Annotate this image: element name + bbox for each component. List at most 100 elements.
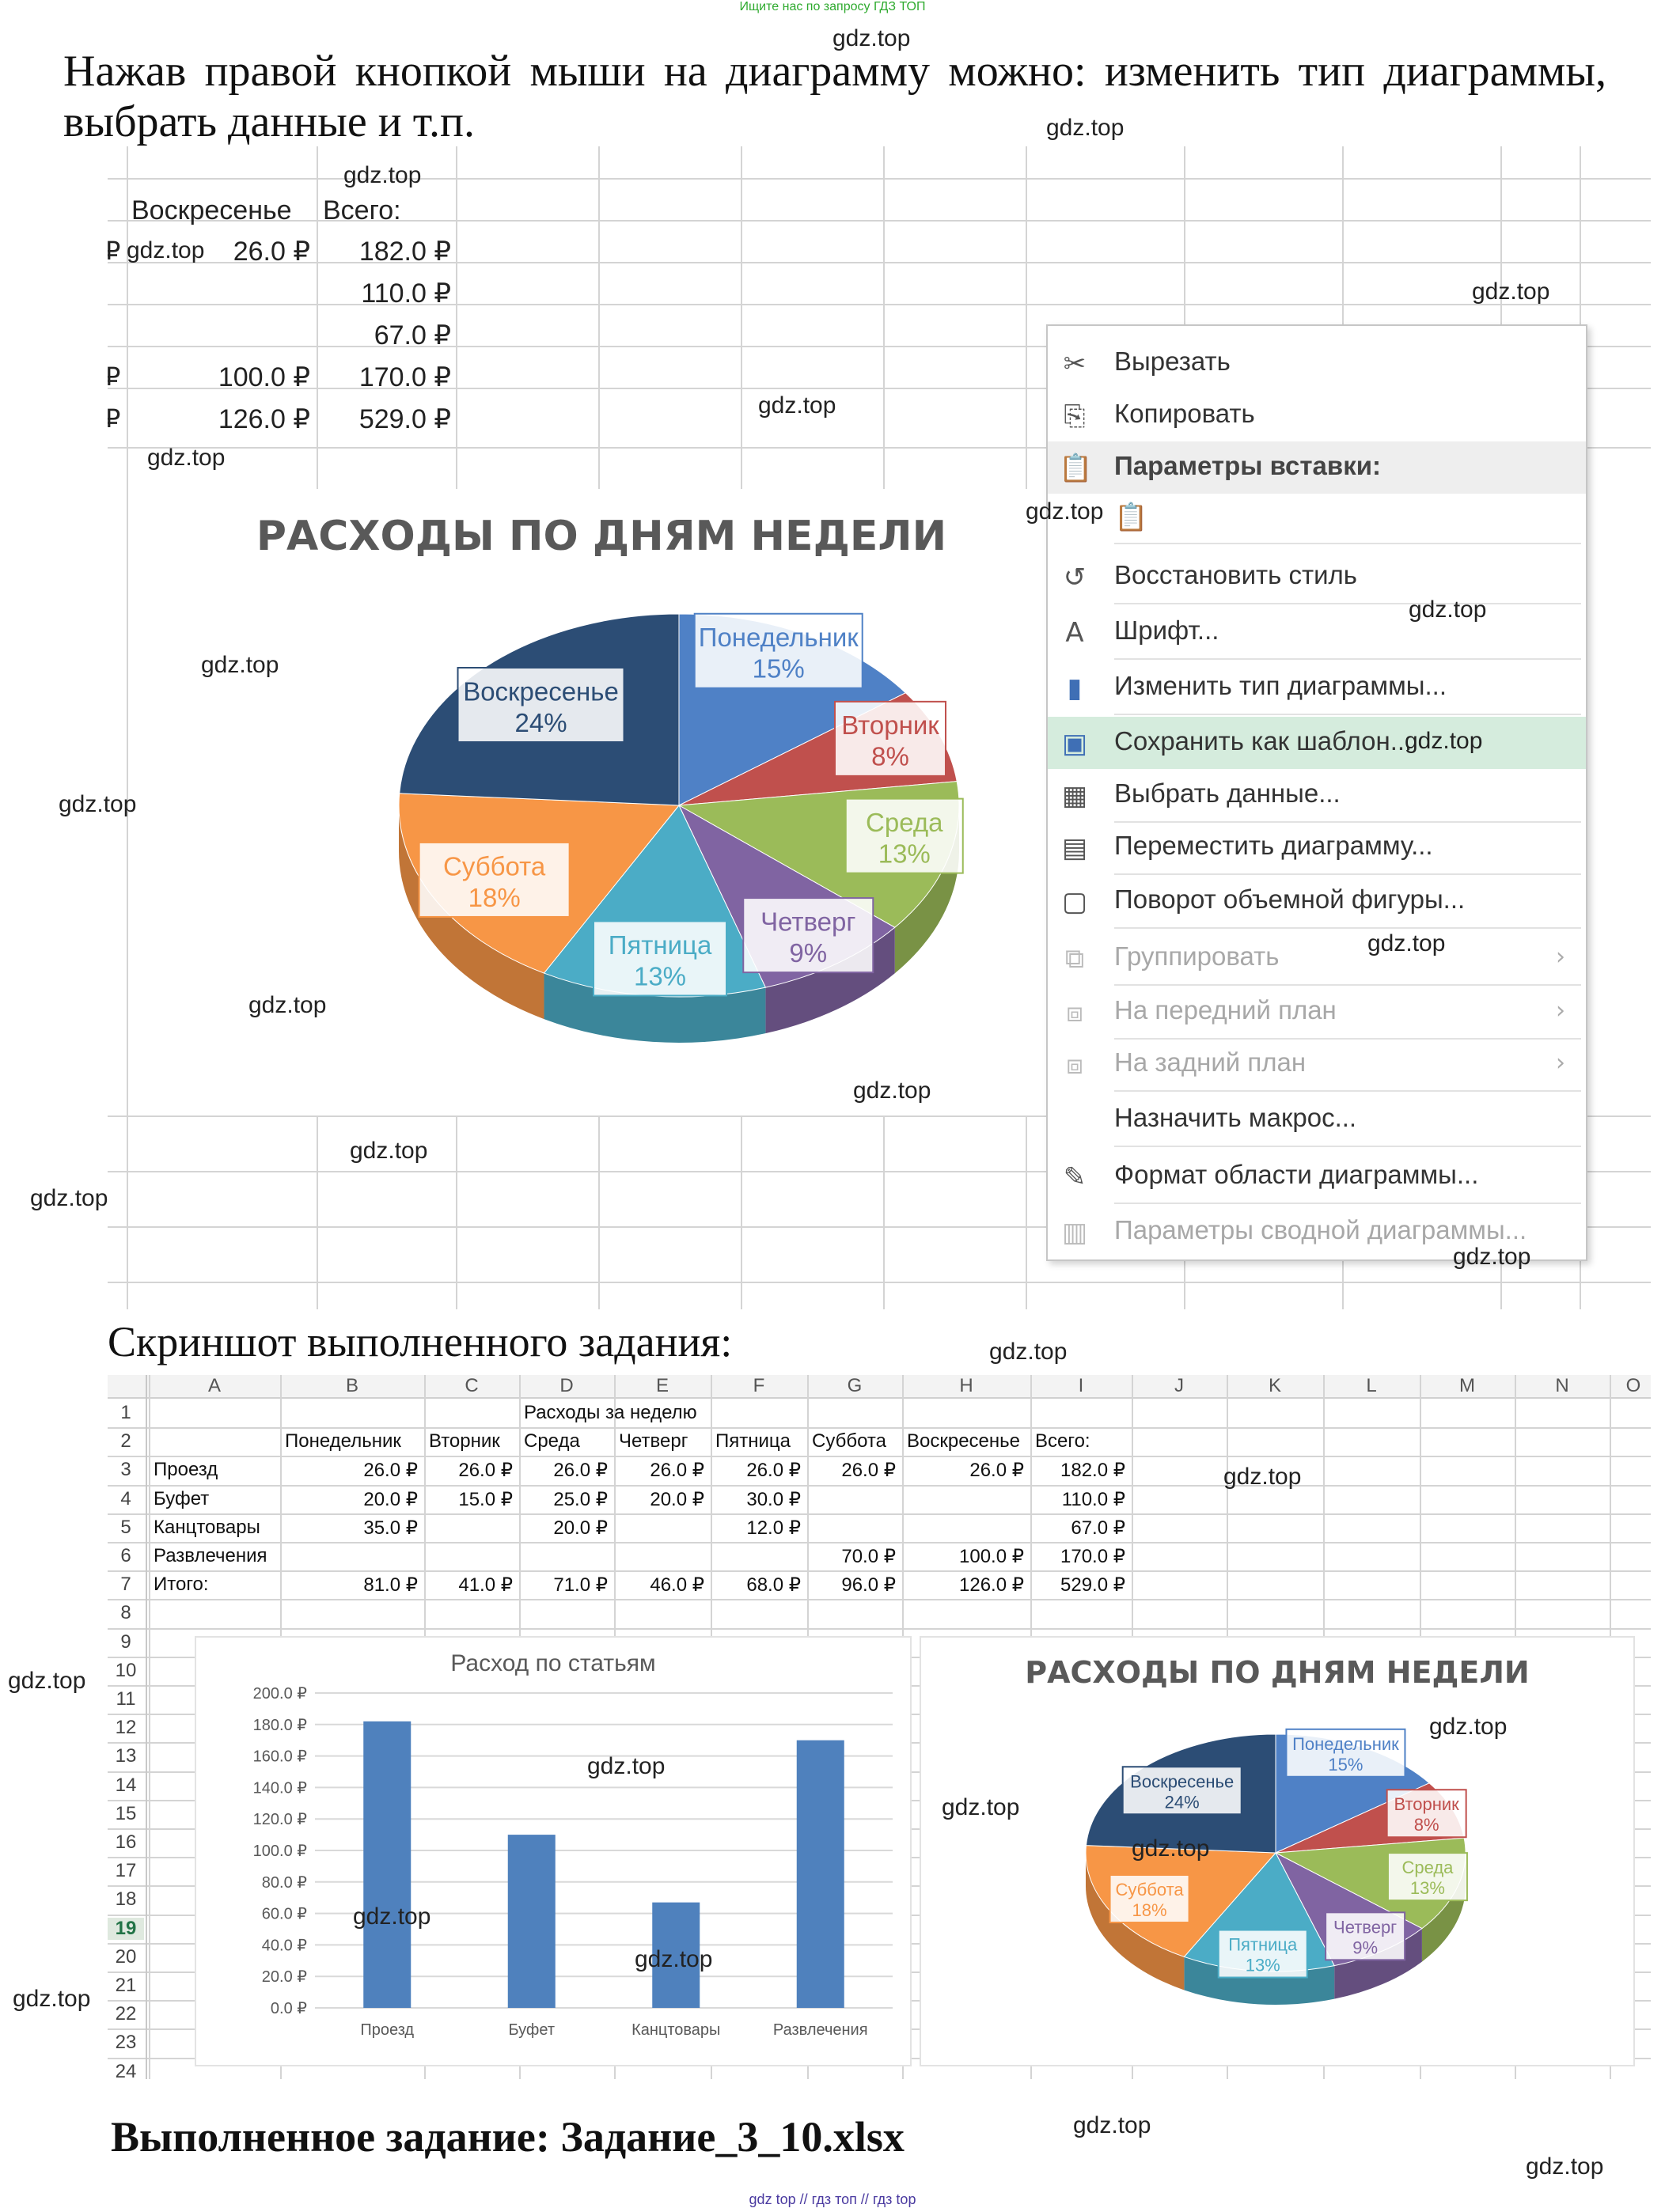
column-header[interactable]: M (1459, 1375, 1475, 1396)
column-header[interactable]: O (1625, 1375, 1641, 1396)
value-cell[interactable]: 26.0 ₽ (650, 1460, 704, 1482)
day-header-cell[interactable]: Воскресенье (907, 1430, 1021, 1453)
menu-item-select-data[interactable]: ▦ Выбрать данные... (1048, 769, 1586, 821)
value-cell[interactable]: 15.0 ₽ (458, 1488, 513, 1510)
value-cell[interactable]: 46.0 ₽ (650, 1574, 704, 1597)
row-header[interactable]: 7 (120, 1574, 131, 1596)
column-header[interactable]: L (1366, 1375, 1377, 1396)
row-header[interactable]: 4 (120, 1487, 131, 1509)
row-header[interactable]: 6 (120, 1545, 131, 1566)
column-header[interactable]: D (559, 1375, 574, 1396)
value-cell[interactable]: 41.0 ₽ (458, 1574, 513, 1597)
value-cell[interactable]: 26.0 ₽ (553, 1460, 608, 1482)
menu-item-format-area[interactable]: ✎ Формат области диаграммы... (1048, 1150, 1586, 1203)
value-cell[interactable]: 68.0 ₽ (746, 1574, 801, 1597)
gridline (108, 1599, 1651, 1601)
menu-item-copy[interactable]: ⎘ Копировать (1048, 389, 1586, 441)
row-header[interactable]: 19 (108, 1917, 144, 1940)
column-header[interactable]: N (1555, 1375, 1569, 1396)
value-cell[interactable]: 26.0 ₽ (969, 1460, 1024, 1482)
value-cell[interactable]: 529.0 ₽ (1060, 1574, 1125, 1597)
column-header[interactable]: E (655, 1375, 669, 1396)
row-header[interactable]: 14 (115, 1774, 137, 1796)
row-header[interactable]: 13 (115, 1745, 137, 1767)
day-header-cell[interactable]: Среда (524, 1430, 580, 1453)
column-header[interactable]: J (1174, 1375, 1184, 1396)
day-header-cell[interactable]: Понедельник (285, 1430, 401, 1453)
row-header[interactable]: 10 (115, 1659, 137, 1681)
day-header-cell[interactable]: Всего: (1035, 1430, 1090, 1453)
column-header[interactable]: G (847, 1375, 863, 1396)
column-header[interactable]: H (959, 1375, 973, 1396)
menu-item-save-template[interactable]: ▣ Сохранить как шаблон... (1048, 717, 1586, 769)
bar-chart[interactable]: Расход по статьям 0.0 ₽ 20.0 ₽ 40.0 ₽ 60.0 … (195, 1636, 912, 2066)
menu-item-move-chart[interactable]: ▤ Переместить диаграмму... (1048, 821, 1586, 873)
row-header[interactable]: 22 (115, 2003, 137, 2025)
row-header[interactable]: 20 (115, 1945, 137, 1968)
column-header[interactable]: K (1268, 1375, 1281, 1396)
small-pie-chart[interactable]: РАСХОДЫ ПО ДНЯМ НЕДЕЛИ Понедельник 15% Вто… (920, 1636, 1635, 2066)
row-header[interactable]: 15 (115, 1802, 137, 1824)
sheet-title-cell[interactable]: Расходы за неделю (524, 1402, 697, 1423)
value-cell[interactable]: 30.0 ₽ (746, 1488, 801, 1510)
row-header[interactable]: 17 (115, 1860, 137, 1882)
menu-item-reset-style[interactable]: ↺ Восстановить стиль (1048, 551, 1586, 603)
column-header[interactable]: C (465, 1375, 479, 1396)
value-cell[interactable]: 35.0 ₽ (363, 1517, 418, 1539)
menu-item-scissors[interactable]: ✂ Вырезать (1048, 337, 1586, 389)
menu-item-font[interactable]: A Шрифт... (1048, 606, 1586, 658)
menu-item-rotate-3d[interactable]: ▢ Поворот объемной фигуры... (1048, 875, 1586, 927)
row-label-cell[interactable]: Развлечения (154, 1545, 267, 1566)
column-header[interactable]: I (1078, 1375, 1084, 1396)
value-cell[interactable]: 26.0 ₽ (458, 1460, 513, 1482)
value-cell[interactable]: 70.0 ₽ (841, 1546, 896, 1567)
row-header[interactable]: 8 (120, 1602, 131, 1624)
value-cell[interactable]: 126.0 ₽ (959, 1574, 1024, 1597)
menu-item-paste[interactable]: 📋 Параметры вставки: (1048, 441, 1586, 494)
menu-item-macro[interactable]: Назначить макрос... (1048, 1093, 1586, 1146)
row-header[interactable]: 18 (115, 1888, 137, 1911)
row-label-cell[interactable]: Итого: (154, 1574, 209, 1596)
column-header[interactable]: A (207, 1375, 221, 1396)
row-header[interactable]: 12 (115, 1717, 137, 1739)
row-header[interactable]: 16 (115, 1831, 137, 1853)
value-cell[interactable]: 26.0 ₽ (746, 1460, 801, 1482)
day-header-cell[interactable]: Вторник (429, 1430, 500, 1453)
menu-item-paste-option[interactable]: 📋 (1048, 491, 1586, 543)
column-header[interactable]: B (345, 1375, 358, 1396)
column-header[interactable]: F (753, 1375, 765, 1396)
value-cell[interactable]: 67.0 ₽ (1071, 1517, 1125, 1539)
day-header-cell[interactable]: Четверг (619, 1430, 688, 1453)
day-header-cell[interactable]: Суббота (812, 1430, 886, 1453)
row-header[interactable]: 2 (120, 1430, 131, 1453)
value-cell[interactable]: 182.0 ₽ (1060, 1460, 1125, 1482)
value-cell[interactable]: 26.0 ₽ (841, 1460, 896, 1482)
value-cell[interactable]: 170.0 ₽ (1060, 1546, 1125, 1567)
row-header[interactable]: 21 (115, 1975, 137, 1996)
row-label-cell[interactable]: Канцтовары (154, 1516, 260, 1538)
row-header[interactable]: 5 (120, 1516, 131, 1538)
big-pie-chart[interactable]: РАСХОДЫ ПО ДНЯМ НЕДЕЛИ Понедельник 15% Вто… (150, 489, 1052, 1115)
menu-item-chart-type[interactable]: ▮ Изменить тип диаграммы... (1048, 661, 1586, 714)
row-header[interactable]: 1 (120, 1402, 131, 1423)
row-label-cell[interactable]: Проезд (154, 1459, 218, 1481)
row-header[interactable]: 23 (115, 2032, 137, 2054)
menu-item-label: Параметры сводной диаграммы... (1114, 1215, 1527, 1244)
row-label-cell[interactable]: Буфет (154, 1487, 210, 1509)
value-cell[interactable]: 26.0 ₽ (363, 1460, 418, 1482)
value-cell[interactable]: 20.0 ₽ (363, 1488, 418, 1510)
value-cell[interactable]: 20.0 ₽ (553, 1517, 608, 1539)
value-cell[interactable]: 110.0 ₽ (1061, 1488, 1125, 1510)
value-cell[interactable]: 12.0 ₽ (746, 1517, 801, 1539)
row-header[interactable]: 24 (115, 2060, 137, 2079)
value-cell[interactable]: 71.0 ₽ (553, 1574, 608, 1597)
value-cell[interactable]: 81.0 ₽ (363, 1574, 418, 1597)
day-header-cell[interactable]: Пятница (715, 1430, 791, 1453)
value-cell[interactable]: 25.0 ₽ (553, 1488, 608, 1510)
row-header[interactable]: 11 (116, 1688, 136, 1710)
value-cell[interactable]: 20.0 ₽ (650, 1488, 704, 1510)
row-header[interactable]: 9 (120, 1631, 131, 1653)
value-cell[interactable]: 96.0 ₽ (841, 1574, 896, 1597)
value-cell[interactable]: 100.0 ₽ (959, 1546, 1024, 1567)
row-header[interactable]: 3 (120, 1459, 131, 1481)
